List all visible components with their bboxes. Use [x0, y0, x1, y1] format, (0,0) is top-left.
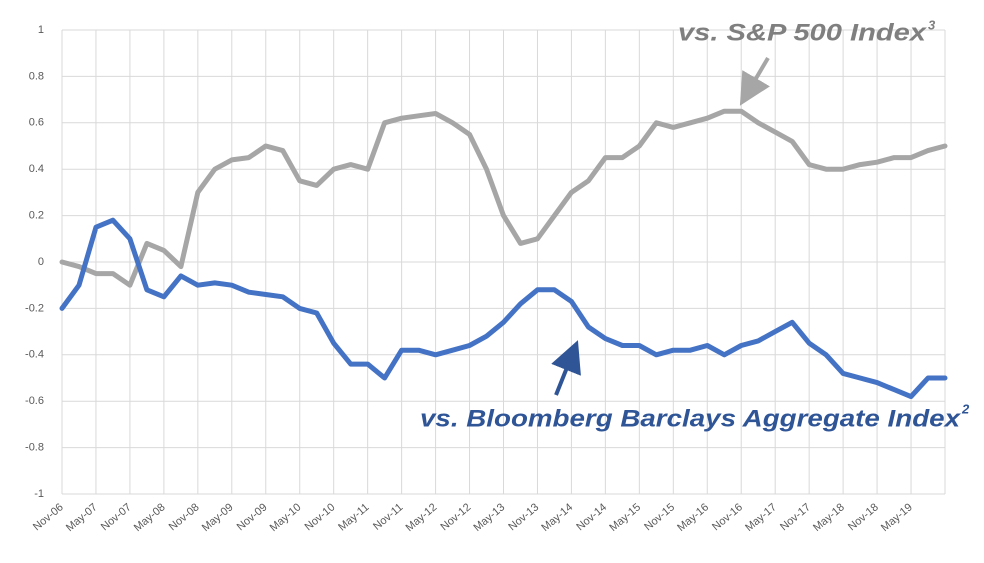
- y-tick-label: 1: [38, 24, 44, 36]
- x-tick-label: May-14: [539, 501, 575, 534]
- series-line: [59, 108, 948, 288]
- y-tick-label: 0.2: [29, 210, 44, 222]
- y-tick-label: -0.2: [25, 302, 44, 314]
- x-tick-label: May-11: [336, 501, 371, 533]
- x-tick-label: Nov-06: [31, 501, 66, 533]
- y-tick-label: -0.4: [25, 349, 44, 361]
- x-tick-label: Nov-08: [167, 501, 202, 533]
- x-tick-label: May-13: [471, 501, 507, 534]
- x-tick-label: Nov-09: [235, 501, 270, 533]
- y-tick-label: -0.6: [25, 395, 44, 407]
- x-tick-label: Nov-17: [778, 501, 813, 533]
- x-tick-label: Nov-13: [506, 501, 541, 533]
- x-tick-label: Nov-11: [371, 501, 405, 532]
- annotation: vs. S&P 500 Index: [678, 19, 928, 46]
- arrow: [739, 56, 770, 106]
- x-tick-label: May-17: [743, 501, 779, 534]
- annotation: vs. Bloomberg Barclays Aggregate Index: [420, 405, 962, 432]
- y-tick-label: 0.6: [29, 117, 44, 129]
- x-tick-label: Nov-16: [710, 501, 745, 533]
- x-tick-label: Nov-10: [303, 501, 338, 533]
- x-tick-label: Nov-14: [574, 501, 609, 533]
- arrow: [551, 340, 581, 396]
- x-tick-label: Nov-07: [99, 501, 134, 533]
- x-tick-label: May-12: [404, 501, 440, 534]
- annotation-superscript: 2: [961, 401, 970, 416]
- x-tick-label: Nov-18: [846, 501, 881, 533]
- x-tick-label: May-08: [132, 501, 168, 534]
- x-tick-label: Nov-15: [642, 501, 677, 533]
- x-tick-label: May-10: [268, 501, 304, 534]
- x-tick-label: May-16: [675, 501, 711, 534]
- x-tick-label: May-18: [811, 501, 847, 534]
- y-tick-label: 0.4: [29, 163, 44, 175]
- x-tick-label: Nov-12: [438, 501, 473, 533]
- y-tick-label: -1: [34, 488, 44, 500]
- y-tick-label: -0.8: [25, 442, 44, 454]
- x-tick-label: May-19: [879, 501, 915, 534]
- x-tick-label: May-07: [64, 501, 100, 534]
- annotation-superscript: 3: [928, 17, 936, 32]
- x-tick-label: May-09: [200, 501, 236, 534]
- y-tick-label: 0.8: [29, 70, 44, 82]
- y-tick-label: 0: [38, 256, 44, 268]
- x-tick-label: May-15: [607, 501, 643, 534]
- series-line: [59, 217, 948, 400]
